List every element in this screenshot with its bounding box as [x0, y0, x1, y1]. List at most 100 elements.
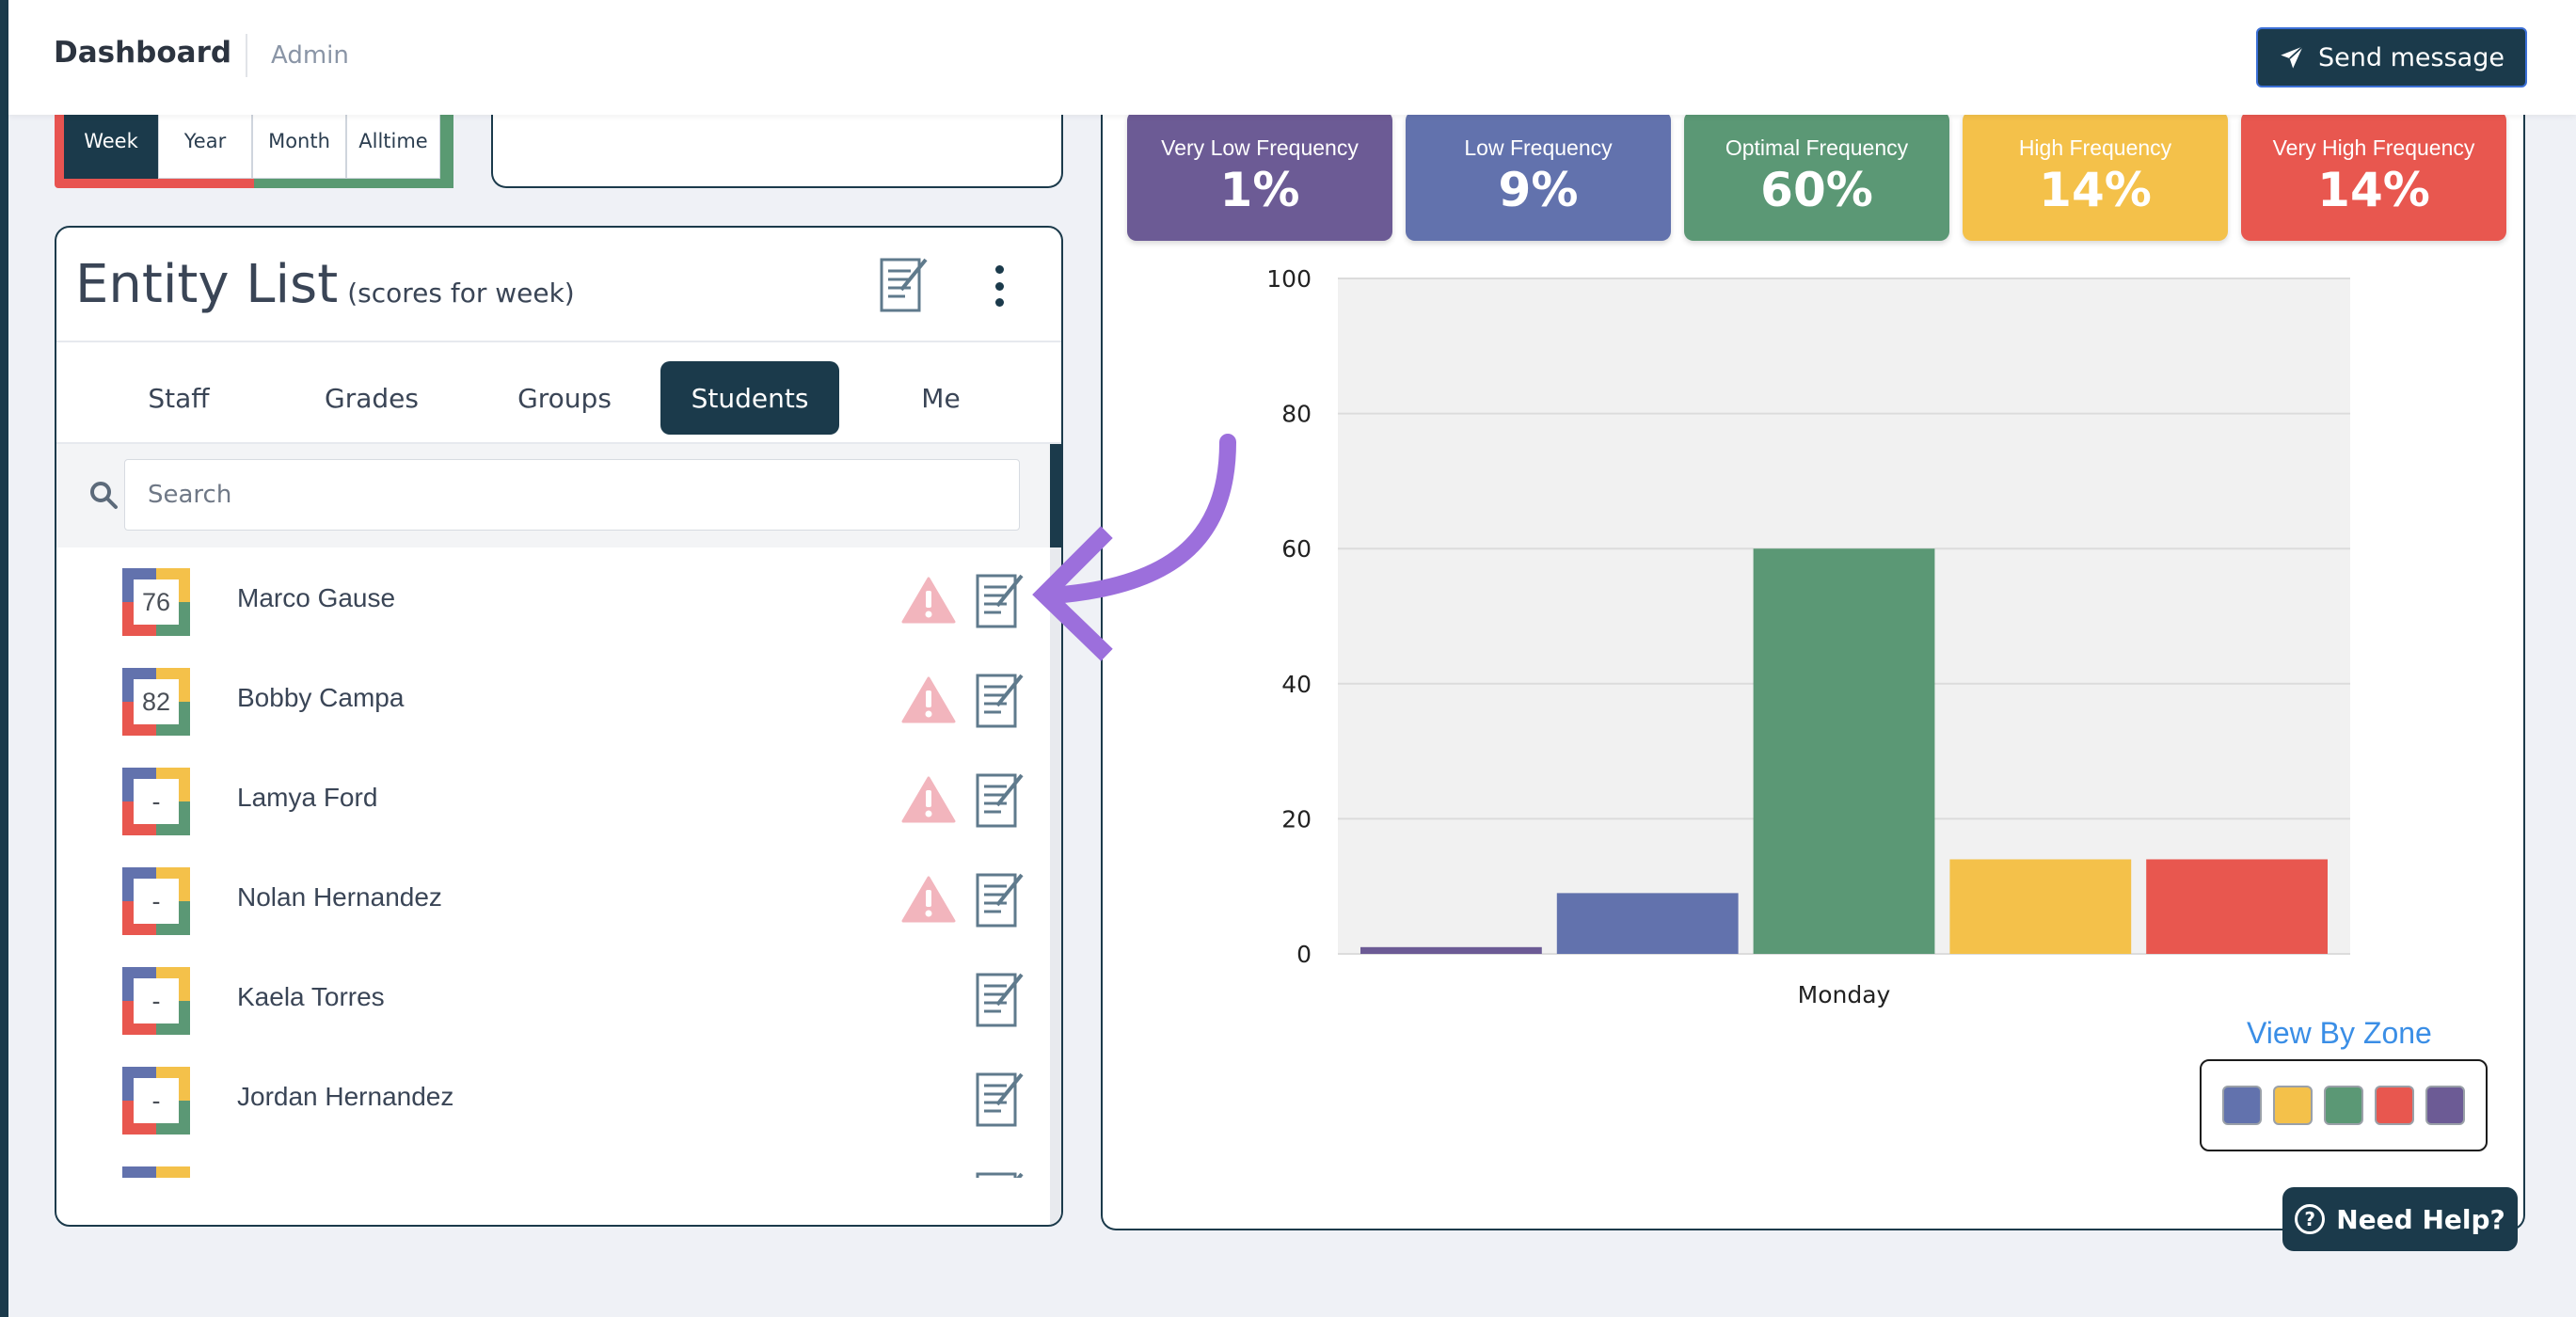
- y-tick-label: 40: [1281, 671, 1312, 698]
- entity-tabs: Staff Grades Groups Students Me: [56, 350, 1061, 444]
- frequency-bar-chart: 0 20 40 60 80 100 Monday: [1266, 265, 2350, 1008]
- report-icon[interactable]: [975, 869, 1026, 929]
- legend-swatch[interactable]: [2324, 1086, 2363, 1125]
- report-icon[interactable]: [975, 1069, 1026, 1129]
- list-item[interactable]: - Lamya Ford: [56, 756, 1044, 856]
- annotation-arrow: [1032, 434, 1236, 661]
- zone-label: High Frequency: [2018, 135, 2172, 160]
- student-name[interactable]: Nolan Hernandez: [237, 882, 442, 912]
- zone-card[interactable]: Low Frequency 9%: [1406, 111, 1671, 241]
- zone-summary: Very Low Frequency 1% Low Frequency 9% Optim…: [1127, 111, 2506, 241]
- legend-swatch[interactable]: [2222, 1086, 2262, 1125]
- more-options-icon[interactable]: [988, 265, 1010, 307]
- search-input[interactable]: [124, 459, 1020, 531]
- warning-icon[interactable]: [901, 775, 956, 824]
- score-badge: [122, 668, 190, 736]
- timeframe-year-button[interactable]: Year: [158, 103, 252, 179]
- legend-swatch[interactable]: [2425, 1086, 2465, 1125]
- timeframe-week-button[interactable]: Week: [64, 103, 158, 179]
- sidebar-edge: [0, 0, 8, 1317]
- score-value: 76: [141, 587, 171, 616]
- warning-icon[interactable]: [901, 675, 956, 724]
- search-bar: [56, 444, 1054, 547]
- list-scrollbar[interactable]: [1050, 444, 1061, 1225]
- timeframe-month-button[interactable]: Month: [252, 103, 346, 179]
- score-badge: [122, 1067, 190, 1135]
- zone-card[interactable]: Very High Frequency 14%: [2241, 111, 2506, 241]
- list-item[interactable]: [56, 1155, 1044, 1178]
- list-item[interactable]: - Jordan Hernandez: [56, 1055, 1044, 1155]
- tab-staff[interactable]: Staff: [148, 382, 210, 414]
- score-badge: [122, 967, 190, 1035]
- help-icon: ?: [2295, 1204, 2326, 1234]
- student-name[interactable]: Lamya Ford: [237, 783, 378, 812]
- breadcrumb-admin[interactable]: Admin: [271, 41, 349, 70]
- tab-students[interactable]: Students: [660, 361, 839, 435]
- zone-label: Optimal Frequency: [1725, 135, 1909, 160]
- tab-groups[interactable]: Groups: [517, 382, 612, 414]
- page-title: Dashboard: [54, 36, 232, 70]
- timeframe-alltime-button[interactable]: Alltime: [346, 103, 440, 179]
- entity-list-card: Entity List (scores for week) Staff Grad…: [55, 226, 1063, 1227]
- score-value: 82: [141, 687, 171, 716]
- score-value: -: [151, 986, 161, 1015]
- need-help-label: Need Help?: [2336, 1203, 2505, 1235]
- zone-value: 1%: [1219, 162, 1300, 217]
- report-icon[interactable]: [975, 770, 1026, 830]
- tab-me[interactable]: Me: [921, 382, 961, 414]
- student-name[interactable]: Kaela Torres: [237, 982, 385, 1011]
- bar[interactable]: [1556, 893, 1739, 954]
- y-tick-label: 20: [1281, 805, 1312, 833]
- send-message-button[interactable]: Send message: [2256, 27, 2527, 87]
- bar[interactable]: [2146, 859, 2328, 954]
- bar[interactable]: [1360, 946, 1542, 954]
- report-icon[interactable]: [879, 254, 930, 314]
- bar[interactable]: [1949, 859, 2132, 954]
- list-item[interactable]: 76 Marco Gause: [56, 557, 1044, 657]
- zone-card[interactable]: Very Low Frequency 1%: [1127, 111, 1392, 241]
- zone-card[interactable]: Optimal Frequency 60%: [1684, 111, 1949, 241]
- report-icon[interactable]: [975, 969, 1026, 1029]
- timeframe-buttons: Week Year Month Alltime: [64, 103, 440, 179]
- student-name[interactable]: Marco Gause: [237, 583, 396, 612]
- score-badge: [122, 568, 190, 636]
- zone-legend: [2200, 1059, 2488, 1151]
- search-icon: [90, 482, 118, 509]
- warning-icon[interactable]: [901, 875, 956, 924]
- zone-card[interactable]: High Frequency 14%: [1963, 111, 2228, 241]
- x-tick-label: Monday: [1798, 981, 1891, 1008]
- tabs-separator: [56, 442, 1061, 444]
- warning-icon[interactable]: [901, 576, 956, 625]
- y-tick-label: 0: [1296, 941, 1312, 968]
- y-tick-label: 80: [1281, 401, 1312, 428]
- report-icon[interactable]: [975, 570, 1026, 630]
- zone-label: Low Frequency: [1464, 135, 1613, 160]
- list-scrollbar-thumb[interactable]: [1050, 444, 1061, 547]
- entity-list-header: Entity List (scores for week): [75, 254, 575, 315]
- y-tick-label: 100: [1266, 265, 1312, 293]
- send-message-label: Send message: [2318, 42, 2504, 72]
- zone-value: 14%: [2317, 162, 2430, 217]
- report-icon[interactable]: [975, 670, 1026, 730]
- list-item[interactable]: - Kaela Torres: [56, 956, 1044, 1055]
- legend-swatch[interactable]: [2375, 1086, 2414, 1125]
- legend-swatch[interactable]: [2273, 1086, 2313, 1125]
- view-by-zone-link[interactable]: View By Zone: [2247, 1016, 2432, 1050]
- tab-grades[interactable]: Grades: [325, 382, 419, 414]
- list-item[interactable]: 82 Bobby Campa: [56, 657, 1044, 756]
- student-name[interactable]: Jordan Hernandez: [237, 1082, 454, 1111]
- need-help-button[interactable]: ? Need Help?: [2282, 1187, 2518, 1251]
- score-badge: [122, 768, 190, 835]
- list-item[interactable]: - Nolan Hernandez: [56, 856, 1044, 956]
- zone-value: 14%: [2039, 162, 2152, 217]
- score-value: -: [151, 1086, 161, 1115]
- student-name[interactable]: Bobby Campa: [237, 683, 405, 712]
- timeframe-card: Week Year Month Alltime: [55, 103, 453, 188]
- top-bar: Dashboard Admin Send message: [8, 0, 2576, 115]
- entity-list-title: Entity List: [75, 254, 339, 315]
- score-badge: [122, 867, 190, 935]
- bar[interactable]: [1753, 548, 1935, 954]
- report-icon[interactable]: [975, 1168, 1026, 1178]
- entity-list-subtitle: (scores for week): [347, 278, 575, 309]
- score-badge: [122, 1166, 190, 1178]
